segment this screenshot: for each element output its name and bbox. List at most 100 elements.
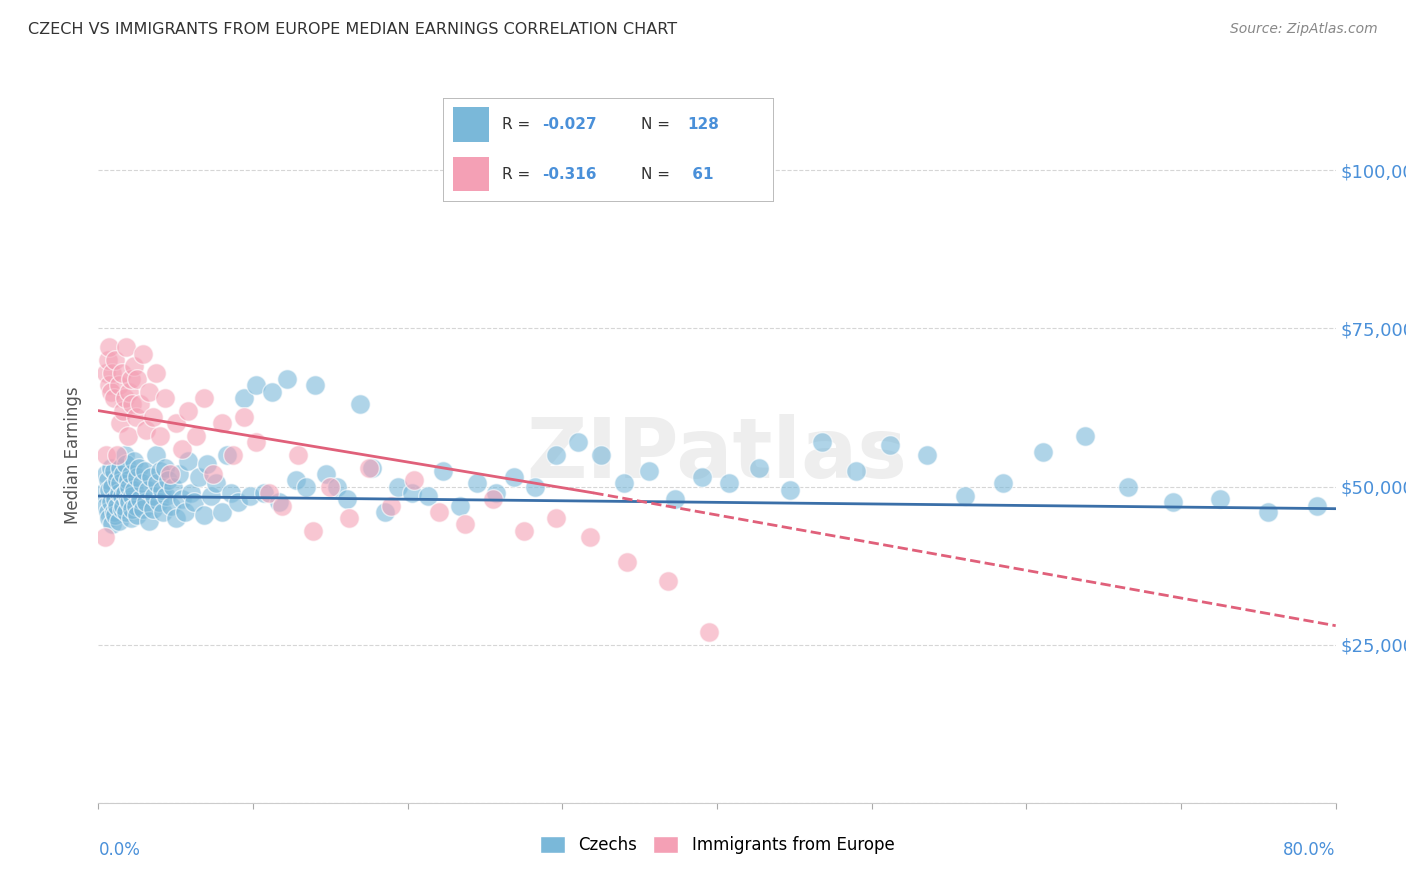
Point [139, 470, 162, 484]
Point [124, 499, 146, 513]
Point [96, 499, 118, 513]
Point [432, 464, 454, 478]
Point [159, 467, 181, 481]
Point [142, 409, 165, 424]
Point [162, 479, 184, 493]
Point [127, 372, 149, 386]
Point [917, 448, 939, 462]
Point [111, 489, 134, 503]
Point [98, 340, 121, 354]
Point [153, 460, 176, 475]
Point [1161, 495, 1184, 509]
Point [112, 467, 135, 481]
Point [845, 464, 868, 478]
Text: -0.316: -0.316 [543, 167, 596, 182]
Point [108, 476, 131, 491]
Point [546, 448, 568, 462]
Point [211, 505, 233, 519]
Point [357, 460, 380, 475]
Point [122, 359, 145, 374]
Point [114, 486, 136, 500]
Point [232, 391, 254, 405]
Point [401, 486, 423, 500]
Point [285, 473, 308, 487]
Point [160, 499, 183, 513]
Point [132, 501, 155, 516]
Point [664, 492, 686, 507]
Point [1257, 505, 1279, 519]
Point [177, 454, 200, 468]
Point [177, 403, 200, 417]
Point [503, 470, 526, 484]
Point [138, 384, 160, 399]
Point [165, 417, 187, 431]
Point [287, 448, 309, 462]
Point [135, 495, 157, 509]
Point [232, 409, 254, 424]
Point [100, 384, 122, 399]
Point [779, 483, 801, 497]
Point [260, 384, 283, 399]
Point [184, 429, 207, 443]
Point [117, 492, 139, 507]
Point [114, 448, 136, 462]
Point [195, 458, 218, 472]
Point [146, 476, 169, 491]
Point [96, 467, 118, 481]
Text: 61: 61 [688, 167, 714, 182]
Point [118, 479, 141, 493]
Point [513, 524, 536, 538]
Point [245, 378, 267, 392]
Point [115, 340, 138, 354]
Point [98, 511, 121, 525]
Point [115, 505, 138, 519]
Point [304, 378, 326, 392]
Point [1118, 479, 1140, 493]
Point [153, 391, 176, 405]
Point [170, 442, 193, 456]
Point [276, 372, 298, 386]
Point [953, 489, 976, 503]
Point [1306, 499, 1329, 513]
Point [748, 460, 770, 475]
Point [132, 347, 155, 361]
Text: Source: ZipAtlas.com: Source: ZipAtlas.com [1230, 22, 1378, 37]
Point [319, 479, 342, 493]
Point [1208, 492, 1232, 507]
Point [226, 495, 249, 509]
Point [117, 473, 139, 487]
FancyBboxPatch shape [453, 107, 489, 142]
Point [138, 514, 160, 528]
Point [567, 435, 589, 450]
Point [103, 464, 125, 478]
Point [145, 366, 167, 380]
Text: R =: R = [502, 167, 536, 182]
Point [103, 505, 125, 519]
Point [127, 508, 149, 522]
Point [120, 372, 142, 386]
Point [336, 492, 359, 507]
Point [101, 517, 124, 532]
Point [124, 409, 146, 424]
Point [481, 492, 505, 507]
Point [105, 499, 128, 513]
Point [349, 397, 371, 411]
Point [105, 448, 128, 462]
Point [699, 625, 721, 640]
Point [245, 435, 267, 450]
Point [117, 429, 139, 443]
Point [454, 517, 477, 532]
Point [128, 460, 150, 475]
Point [183, 495, 205, 509]
Point [150, 483, 173, 497]
Point [114, 391, 136, 405]
Point [111, 501, 134, 516]
Point [135, 423, 157, 437]
Point [200, 489, 222, 503]
Point [104, 353, 127, 368]
Point [294, 479, 316, 493]
Point [221, 486, 243, 500]
Text: 80.0%: 80.0% [1284, 841, 1336, 859]
Point [193, 391, 215, 405]
Text: R =: R = [502, 117, 536, 132]
